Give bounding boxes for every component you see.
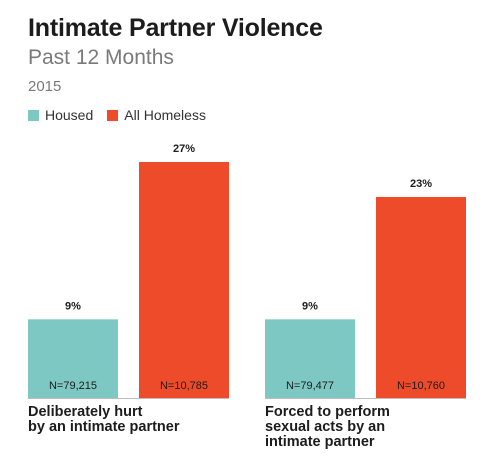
bar-housed-1 [265,319,355,398]
n-label-housed-1: N=79,477 [286,380,334,392]
data-label-all-homeless-1: 23% [410,178,432,190]
chart-year: 2015 [28,78,62,95]
n-label-all-homeless-0: N=10,785 [160,380,208,392]
legend-item-all-homeless: All Homeless [107,107,206,123]
legend-label-all-homeless: All Homeless [124,107,206,123]
legend-swatch-housed [28,109,39,121]
n-label-all-homeless-1: N=10,760 [397,380,445,392]
n-label-housed-0: N=79,215 [49,380,97,392]
bar-all-homeless-0 [139,162,229,398]
chart-subtitle: Past 12 Months [28,46,174,69]
bar-all-homeless-1 [376,196,466,398]
data-label-housed-0: 9% [65,300,81,312]
legend-swatch-all-homeless [107,109,119,121]
legend-label-housed: Housed [45,107,94,123]
chart-title: Intimate Partner Violence [28,14,323,42]
category-label-1: Forced to perform sexual acts by an inti… [265,404,390,450]
bar-housed-0 [28,319,118,398]
legend: Housed All Homeless [28,107,220,123]
category-label-0: Deliberately hurt by an intimate partner [28,404,180,435]
legend-item-housed: Housed [28,107,93,123]
data-label-all-homeless-0: 27% [173,143,195,155]
data-label-housed-1: 9% [302,300,318,312]
